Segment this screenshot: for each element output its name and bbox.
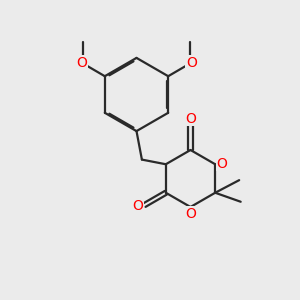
Text: O: O <box>186 56 197 70</box>
Text: O: O <box>185 112 196 126</box>
Text: O: O <box>185 207 196 220</box>
Text: O: O <box>133 199 143 213</box>
Text: O: O <box>76 56 87 70</box>
Text: O: O <box>216 157 227 171</box>
